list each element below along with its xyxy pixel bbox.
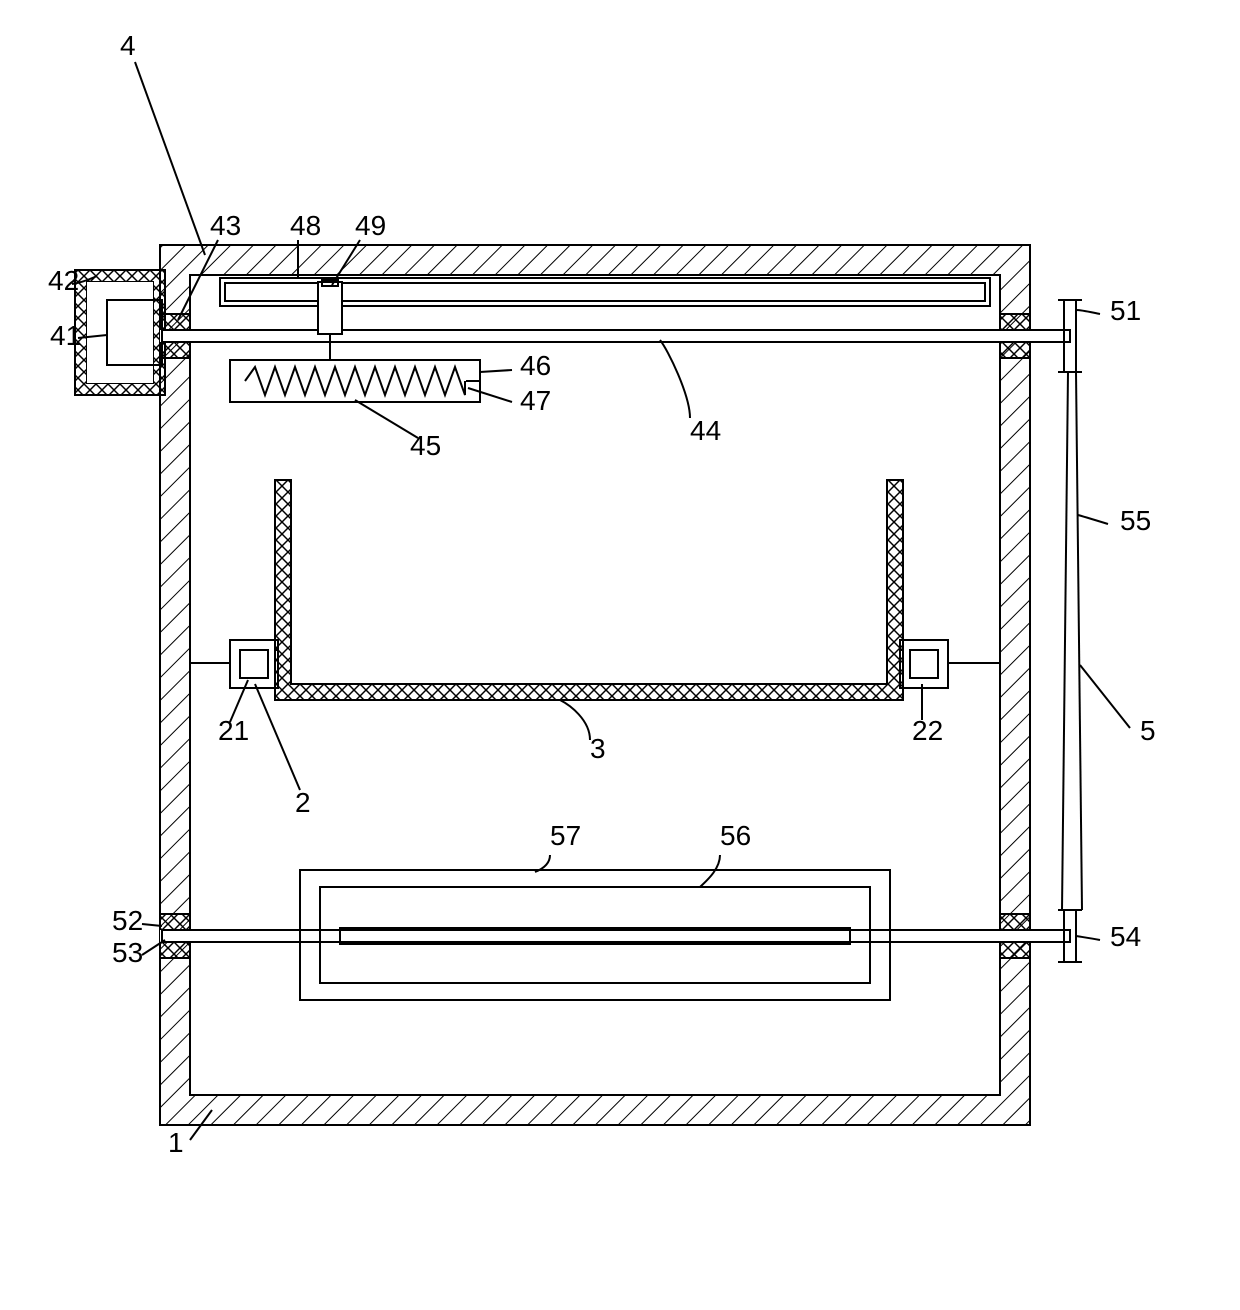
label-44: 44 xyxy=(660,340,721,446)
diagram-svg: 1234521224142434445464748495152535455565… xyxy=(0,0,1240,1310)
label-text-46: 46 xyxy=(520,350,551,381)
label-text-1: 1 xyxy=(168,1127,184,1158)
label-21: 21 xyxy=(218,680,249,746)
holder-22 xyxy=(900,640,948,688)
label-text-44: 44 xyxy=(690,415,721,446)
holder-21 xyxy=(230,640,278,688)
label-56: 56 xyxy=(700,820,751,887)
label-text-48: 48 xyxy=(290,210,321,241)
label-51: 51 xyxy=(1076,295,1141,326)
label-text-56: 56 xyxy=(720,820,751,851)
upper-shaft-44 xyxy=(162,330,1070,342)
label-text-55: 55 xyxy=(1120,505,1151,536)
basket-3 xyxy=(275,480,903,700)
label-52: 52 xyxy=(112,905,162,936)
label-text-52: 52 xyxy=(112,905,143,936)
belt-55-right xyxy=(1076,372,1082,910)
label-53: 53 xyxy=(112,937,165,968)
label-5: 5 xyxy=(1080,665,1156,746)
label-text-45: 45 xyxy=(410,430,441,461)
label-text-53: 53 xyxy=(112,937,143,968)
label-text-42: 42 xyxy=(48,265,79,296)
label-text-49: 49 xyxy=(355,210,386,241)
label-text-5: 5 xyxy=(1140,715,1156,746)
label-55: 55 xyxy=(1078,505,1151,536)
label-text-2: 2 xyxy=(295,787,311,818)
lower-shaft-53 xyxy=(162,930,1070,942)
label-text-41: 41 xyxy=(50,320,81,351)
slider-49 xyxy=(318,282,342,334)
label-text-54: 54 xyxy=(1110,921,1141,952)
label-text-3: 3 xyxy=(590,733,606,764)
label-text-22: 22 xyxy=(912,715,943,746)
belt-55-left xyxy=(1062,372,1068,910)
label-22: 22 xyxy=(912,684,943,746)
label-57: 57 xyxy=(535,820,581,872)
label-text-43: 43 xyxy=(210,210,241,241)
heating-coil-47 xyxy=(245,367,465,395)
label-2: 2 xyxy=(255,684,311,818)
label-text-57: 57 xyxy=(550,820,581,851)
label-45: 45 xyxy=(355,400,441,461)
label-text-51: 51 xyxy=(1110,295,1141,326)
label-text-4: 4 xyxy=(120,30,136,61)
label-text-47: 47 xyxy=(520,385,551,416)
label-4: 4 xyxy=(120,30,205,255)
label-text-21: 21 xyxy=(218,715,249,746)
label-46: 46 xyxy=(480,350,551,381)
label-3: 3 xyxy=(560,700,606,764)
label-54: 54 xyxy=(1076,921,1141,952)
